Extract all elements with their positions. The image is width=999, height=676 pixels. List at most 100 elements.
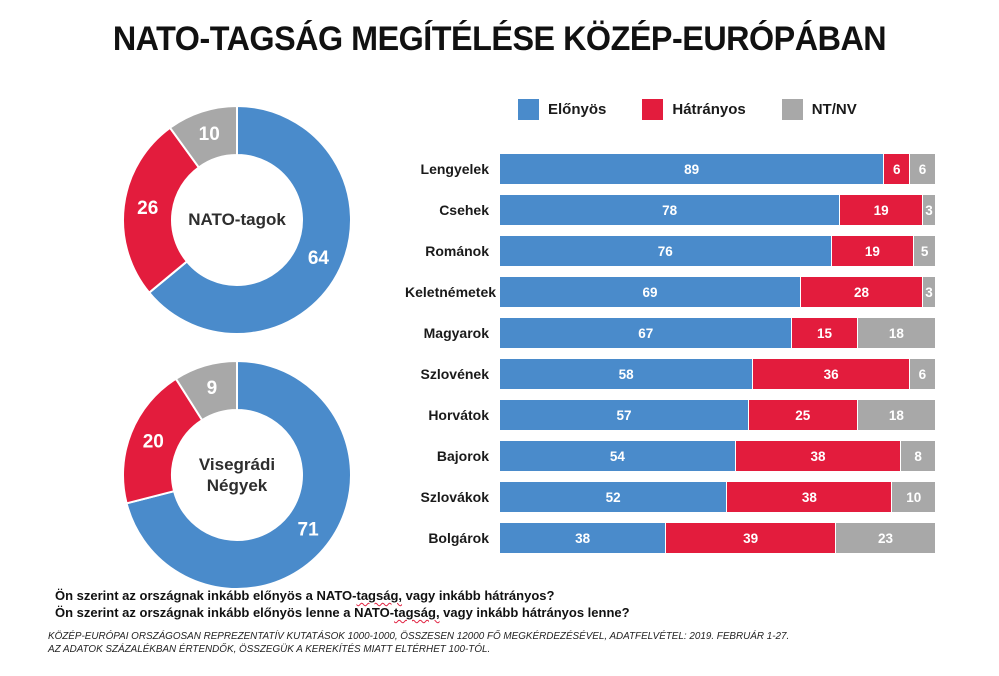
bar-segment-ntnv: 23 (834, 523, 935, 553)
question1-text: Ön szerint az országnak inkább előnyös a… (55, 588, 357, 603)
question1-spellcheck-word: tagság, (356, 588, 402, 603)
donut-svg: 64 26 10 (122, 104, 352, 335)
bar-category-label: Bolgárok (428, 530, 489, 546)
bar-value-label: 6 (892, 161, 901, 177)
bar-category-label: Bajorok (436, 448, 489, 464)
bar-row-bolgrok: Bolgárok 38 39 23 (405, 523, 935, 553)
bar-value-label: 54 (609, 448, 625, 464)
question2-text-end: vagy inkább hátrányos lenne? (439, 605, 630, 620)
bar-segment-htrnyos: 28 (800, 277, 922, 307)
question2-text: Ön szerint az országnak inkább előnyös l… (55, 605, 395, 620)
legend-label: Előnyös (548, 101, 607, 118)
question1-text-end: vagy inkább hátrányos? (402, 588, 555, 603)
bar-value-label: 25 (795, 407, 811, 423)
bar-segment-elnys: 57 (500, 400, 748, 430)
survey-question-line1: Ön szerint az országnak inkább előnyös a… (55, 587, 630, 604)
bar-segment-ntnv: 6 (909, 154, 935, 184)
bar-category-label: Románok (425, 243, 489, 259)
bar-segment-ntnv: 3 (921, 277, 935, 307)
donut-value-label: 64 (308, 248, 330, 269)
bar-segment-htrnyos: 19 (830, 236, 914, 266)
legend: Előnyös Hátrányos NT/NV (518, 99, 857, 120)
bar-value-label: 89 (684, 161, 700, 177)
donut-slice-elnys (147, 104, 352, 335)
donut-slice-ntnv (168, 104, 238, 169)
bar-value-label: 36 (823, 366, 839, 382)
bar-segment-elnys: 69 (500, 277, 801, 307)
bar-segment-ntnv: 5 (913, 236, 935, 266)
bar-track: 38 39 23 (500, 523, 935, 553)
bar-segment-elnys: 52 (500, 482, 727, 512)
bar-track: 69 28 3 (500, 277, 935, 307)
bar-track: 78 19 3 (500, 195, 935, 225)
bar-value-label: 6 (918, 366, 927, 382)
bar-segment-htrnyos: 39 (665, 523, 835, 553)
legend-swatch-icon (642, 99, 664, 120)
bar-segment-htrnyos: 38 (734, 441, 901, 471)
bar-category-label: Magyarok (423, 325, 489, 341)
bar-value-label: 38 (810, 448, 826, 464)
bar-category-label: Szlovákok (420, 489, 489, 505)
bar-row-csehek: Csehek 78 19 3 (405, 195, 935, 225)
survey-question-line2: Ön szerint az országnak inkább előnyös l… (55, 604, 630, 621)
bar-segment-elnys: 54 (500, 441, 735, 471)
bar-track: 58 36 6 (500, 359, 935, 389)
footnotes: KÖZÉP-EURÓPAI ORSZÁGOSAN REPREZENTATÍV K… (48, 630, 789, 656)
bar-value-label: 19 (864, 243, 880, 259)
legend-item-2: Hátrányos (642, 99, 746, 120)
bar-category-label: Horvátok (428, 407, 489, 423)
legend-label: NT/NV (811, 101, 857, 118)
bar-segment-htrnyos: 19 (839, 195, 922, 225)
donut-chart-visegrad-four: 71 20 9 Visegrádi Négyek (121, 359, 353, 591)
bar-row-romnok: Románok 76 19 5 (405, 236, 935, 266)
bar-row-magyarok: Magyarok 67 15 18 (405, 318, 935, 348)
bar-row-lengyelek: Lengyelek 89 6 6 (405, 154, 935, 184)
bar-category-label: Szlovének (420, 366, 489, 382)
donut-slice-htrnyos (122, 126, 201, 295)
bar-row-keletnmetek: Keletnémetek 69 28 3 (405, 277, 935, 307)
bar-value-label: 19 (873, 202, 889, 218)
bar-value-label: 3 (925, 284, 933, 300)
bar-track: 67 15 18 (500, 318, 935, 348)
bar-segment-ntnv: 8 (900, 441, 935, 471)
bar-track: 76 19 5 (500, 236, 935, 266)
bar-track: 89 6 6 (500, 154, 935, 184)
legend-swatch-icon (781, 99, 803, 120)
bar-row-bajorok: Bajorok 54 38 8 (405, 441, 935, 471)
bar-segment-ntnv: 6 (908, 359, 935, 389)
bar-value-label: 38 (801, 489, 817, 505)
footnote-methodology: KÖZÉP-EURÓPAI ORSZÁGOSAN REPREZENTATÍV K… (48, 630, 790, 642)
bar-category-label: Keletnémetek (405, 284, 497, 300)
bar-value-label: 67 (638, 325, 654, 341)
bar-segment-elnys: 89 (500, 154, 884, 184)
bar-row-szlovnek: Szlovének 58 36 6 (405, 359, 935, 389)
bar-row-szlovkok: Szlovákok 52 38 10 (405, 482, 935, 512)
legend-swatch-icon (518, 99, 539, 120)
bar-segment-ntnv: 18 (856, 400, 935, 430)
bar-value-label: 69 (642, 284, 658, 300)
page-title: NATO-TAGSÁG MEGÍTÉLÉSE KÖZÉP-EURÓPÁBAN (112, 20, 887, 58)
question2-spellcheck-word: tagság, (394, 605, 440, 620)
bar-segment-htrnyos: 15 (791, 318, 857, 348)
bar-segment-elnys: 58 (500, 359, 753, 389)
bar-value-label: 38 (575, 530, 591, 546)
stacked-bar-chart: Lengyelek 89 6 6 Csehek 78 19 3 Románok 76 19 5 Kele… (405, 154, 935, 553)
donut-slice-elnys (125, 359, 352, 590)
bar-value-label: 76 (657, 243, 673, 259)
bar-value-label: 8 (914, 448, 922, 464)
bar-track: 52 38 10 (500, 482, 935, 512)
bar-track: 57 25 18 (500, 400, 935, 430)
legend-item-3: NT/NV (781, 99, 857, 120)
bar-value-label: 18 (888, 407, 904, 423)
donut-value-label: 71 (298, 520, 320, 541)
bar-value-label: 3 (925, 202, 933, 218)
bar-value-label: 18 (888, 325, 904, 341)
bar-segment-ntnv: 18 (856, 318, 935, 348)
bar-value-label: 23 (877, 530, 893, 546)
legend-item-1: Előnyös (518, 99, 606, 120)
bar-value-label: 57 (616, 407, 632, 423)
donut-slice-ntnv (174, 359, 238, 422)
bar-value-label: 52 (605, 489, 621, 505)
bar-value-label: 28 (854, 284, 870, 300)
